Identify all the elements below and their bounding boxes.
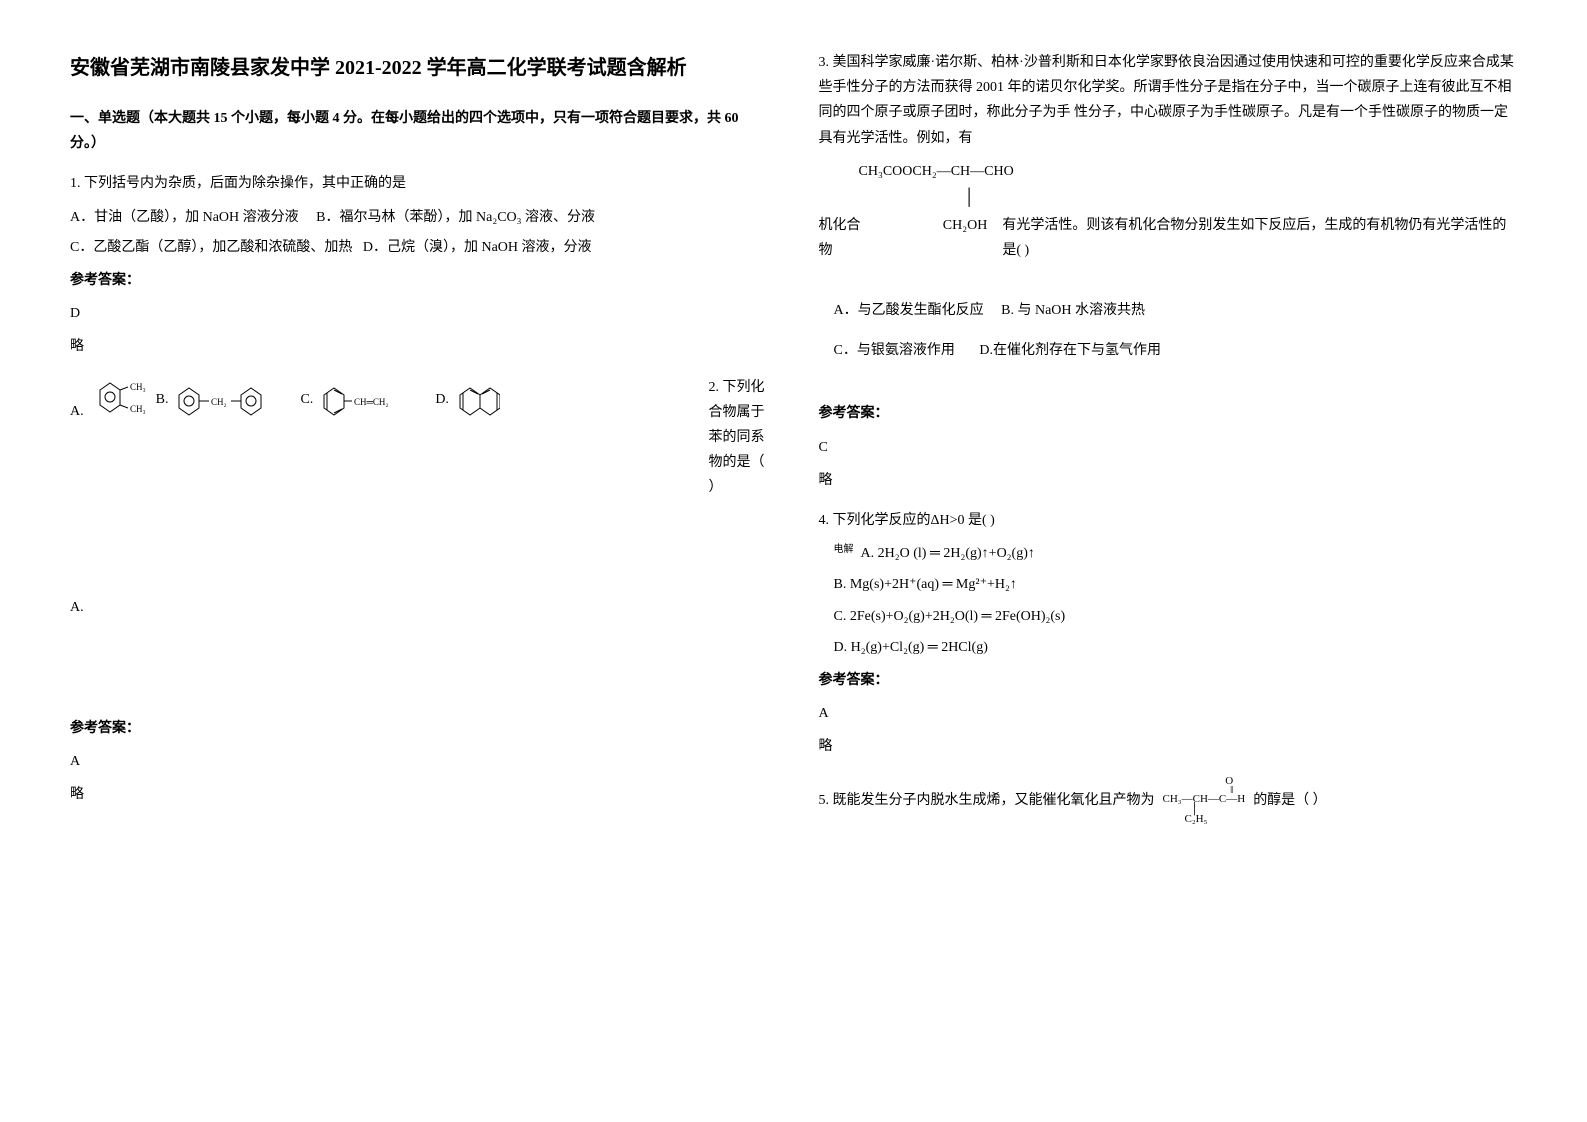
q2-label-d: D. (435, 387, 449, 412)
q1-options: A．甘油（乙酸），加 NaOH 溶液分液 B．福尔马林（苯酚），加 Na₂CO₃… (70, 205, 769, 260)
svg-text:CH₃: CH₃ (130, 404, 146, 414)
q4-optc-prefix: C. (834, 609, 847, 624)
section-1-header: 一、单选题（本大题共 15 个小题，每小题 4 分。在每小题给出的四个选项中，只… (70, 106, 769, 156)
question-2: A. CH₃ CH₃ B. CH₂ (70, 375, 769, 501)
spacer (70, 515, 769, 595)
document-title: 安徽省芜湖市南陵县家发中学 2021-2022 学年高二化学联考试题含解析 (70, 50, 769, 86)
q3-formula: CH₃COOCH₂—CH—CHO │ 机化合物 CH₂OH 有光学活性。则该有机… (859, 159, 1518, 263)
q3-note: 略 (819, 468, 1518, 493)
question-1: 1. 下列括号内为杂质，后面为除杂操作，其中正确的是 A．甘油（乙酸），加 Na… (70, 171, 769, 359)
q3-number: 3. (819, 55, 830, 70)
q4-answer-label: 参考答案： (819, 668, 1518, 693)
q3-text2-prefix: 机化合物 (819, 213, 873, 263)
q3-text2-suffix: 有光学活性。则该有机化合物分别发生如下反应后，生成的有机物仍有光学活性的是( ) (1002, 213, 1517, 263)
q3-formula-line2: CH₂OH (943, 213, 988, 238)
q2-answer-label: 参考答案： (70, 716, 769, 741)
spacer-2 (70, 636, 769, 716)
q2-a-bottom: A. (70, 595, 769, 620)
q2-label-a: A. (70, 399, 84, 424)
q5-formula-top: CH₃—CH—C—H (1163, 793, 1246, 806)
q4-opta-prefix: A. (861, 546, 875, 561)
q1-opt-d: D．己烷（溴），加 NaOH 溶液，分液 (363, 240, 592, 255)
svg-text:CH═CH₂: CH═CH₂ (354, 397, 389, 407)
q3-options: A．与乙酸发生酯化反应 B. 与 NaOH 水溶液共热 C．与银氨溶液作用 D.… (819, 298, 1518, 363)
q4-options: 电解 A. 2H₂O (l) ═ 2H₂(g)↑+O₂(g)↑ B. Mg(s)… (834, 541, 1518, 660)
q1-text: 1. 下列括号内为杂质，后面为除杂操作，其中正确的是 (70, 171, 769, 196)
q2-number: 2. (709, 380, 720, 395)
q3-answer-label: 参考答案： (819, 401, 1518, 426)
q3-opt-d: D.在催化剂存在下与氢气作用 (979, 343, 1161, 358)
question-5: 5. 既能发生分子内脱水生成烯，又能催化氧化且产物为 O ‖ CH₃—CH—C—… (819, 775, 1518, 827)
q1-answer: D (70, 301, 769, 326)
q4-text: 4. 下列化学反应的ΔH>0 是( ) (819, 508, 1518, 533)
benzene-structure-a-icon: CH₃ CH₃ (90, 375, 150, 425)
q5-number: 5. (819, 793, 830, 808)
q5-suffix: 的醇是（ ） (1253, 793, 1327, 808)
benzene-structure-c-icon: CH═CH₂ (319, 380, 429, 420)
q2-body: 下列化合物属于苯的同系物的是（ ） (709, 380, 765, 496)
q4-answer: A (819, 701, 1518, 726)
q2-text: 2. 下列化合物属于苯的同系物的是（ ） (709, 375, 769, 501)
right-column: 3. 美国科学家威廉·诺尔斯、柏林·沙普利斯和日本化学家野依良治因通过使用快速和… (819, 50, 1518, 1072)
q3-opt-b: B. 与 NaOH 水溶液共热 (1001, 303, 1145, 318)
q1-opt-c: C．乙酸乙酯（乙醇），加乙酸和浓硫酸、加热 (70, 240, 352, 255)
q1-answer-label: 参考答案： (70, 268, 769, 293)
q4-optb-prefix: B. (834, 577, 847, 592)
q3-answer: C (819, 435, 1518, 460)
q4-body: 下列化学反应的ΔH>0 是( ) (833, 513, 995, 528)
q3-body: 美国科学家威廉·诺尔斯、柏林·沙普利斯和日本化学家野依良治因通过使用快速和可控的… (819, 55, 1514, 146)
q1-note: 略 (70, 334, 769, 359)
q4-number: 4. (819, 513, 830, 528)
q3-text: 3. 美国科学家威廉·诺尔斯、柏林·沙普利斯和日本化学家野依良治因通过使用快速和… (819, 50, 1518, 151)
q1-opt-a: A．甘油（乙酸），加 NaOH 溶液分液 (70, 210, 299, 225)
q5-formula: O ‖ CH₃—CH—C—H │ C₂H₅ (1163, 775, 1246, 827)
q4-optb-formula: Mg(s)+2H⁺(aq) ═ Mg²⁺+H₂↑ (850, 577, 1017, 592)
q4-opta-cond: 电解 (834, 544, 854, 555)
q1-opt-b: B．福尔马林（苯酚），加 Na₂CO₃ 溶液、分液 (316, 210, 595, 225)
q4-opta-formula: 2H₂O (l) ═ 2H₂(g)↑+O₂(g)↑ (878, 546, 1035, 561)
left-column: 安徽省芜湖市南陵县家发中学 2021-2022 学年高二化学联考试题含解析 一、… (70, 50, 769, 1072)
benzene-structure-b-icon: CH₂ (174, 380, 294, 420)
q3-opt-a: A．与乙酸发生酯化反应 (834, 303, 984, 318)
q4-optd-formula: H₂(g)+Cl₂(g) ═ 2HCl(g) (851, 640, 988, 655)
svg-text:CH₂: CH₂ (211, 397, 227, 407)
q5-body: 既能发生分子内脱水生成烯，又能催化氧化且产物为 (833, 793, 1155, 808)
q1-body: 下列括号内为杂质，后面为除杂操作，其中正确的是 (84, 176, 406, 191)
q2-label-c: C. (300, 387, 313, 412)
svg-text:CH₃: CH₃ (130, 382, 146, 392)
q5-formula-bottom: C₂H₅ (1163, 813, 1246, 826)
q4-optc-formula: 2Fe(s)+O₂(g)+2H₂O(l) ═ 2Fe(OH)₂(s) (850, 609, 1065, 624)
q4-optd-prefix: D. (834, 640, 848, 655)
q3-opt-c: C．与银氨溶液作用 (834, 343, 955, 358)
q2-label-b: B. (156, 387, 169, 412)
benzene-structure-d-icon (455, 380, 500, 420)
q2-answer: A (70, 749, 769, 774)
q4-note: 略 (819, 734, 1518, 759)
question-4: 4. 下列化学反应的ΔH>0 是( ) 电解 A. 2H₂O (l) ═ 2H₂… (819, 508, 1518, 760)
q2-note: 略 (70, 782, 769, 807)
question-3: 3. 美国科学家威廉·诺尔斯、柏林·沙普利斯和日本化学家野依良治因通过使用快速和… (819, 50, 1518, 493)
q3-formula-line1: CH₃COOCH₂—CH—CHO (859, 159, 1518, 184)
q1-number: 1. (70, 176, 81, 191)
